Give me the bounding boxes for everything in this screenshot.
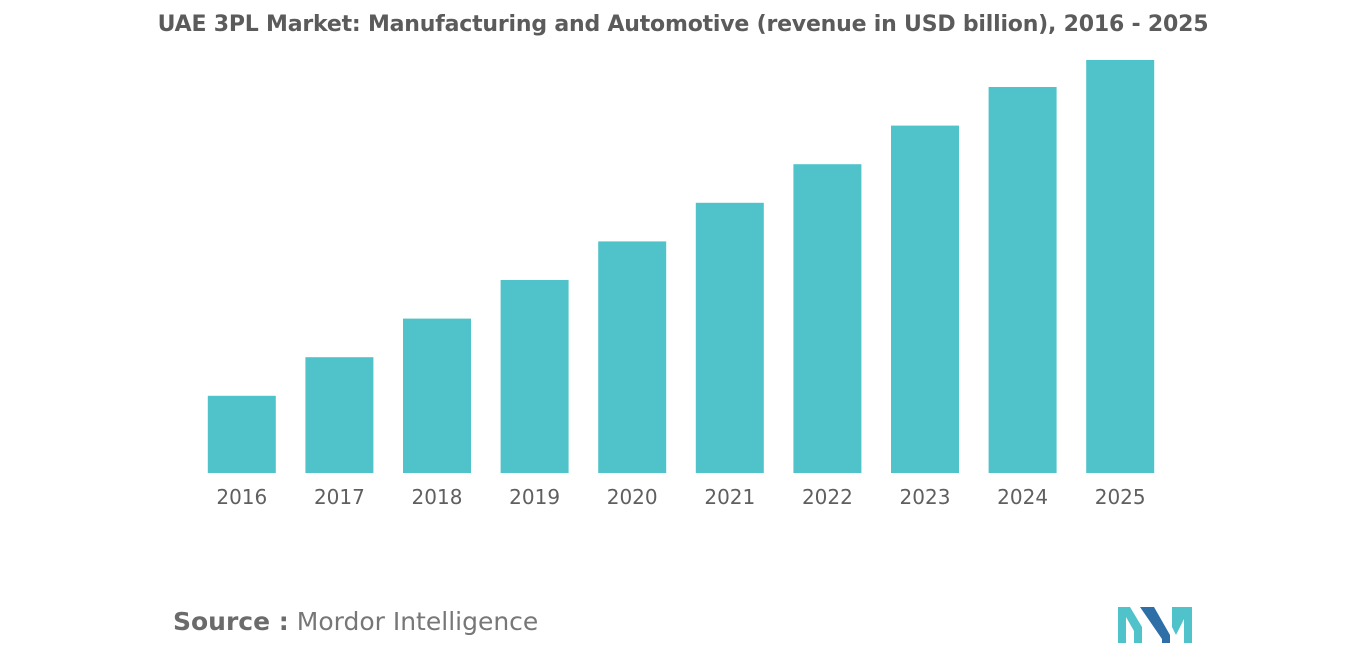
chart-title: UAE 3PL Market: Manufacturing and Automo… [157,12,1209,37]
x-tick-label-2020: 2020 [607,485,658,509]
x-tick-label-2025: 2025 [1095,485,1146,509]
mordor-logo-icon [1118,607,1192,643]
x-tick-label-2016: 2016 [216,485,267,509]
x-tick-labels-group: 2016 2017 2018 2019 2020 2021 2022 2023 2024 2025 [216,485,1145,509]
x-tick-label-2024: 2024 [997,485,1048,509]
x-tick-label-2021: 2021 [704,485,755,509]
x-tick-label-2019: 2019 [509,485,560,509]
bars-group [207,60,1155,474]
bar-2016 [207,395,276,473]
x-tick-label-2018: 2018 [412,485,463,509]
bar-2023 [891,125,959,473]
bar-2017 [305,357,374,473]
source-line: Source : Mordor Intelligence [173,607,538,636]
bar-2018 [403,318,471,473]
logo-shape-middle [1140,607,1170,643]
x-tick-label-2023: 2023 [900,485,951,509]
x-tick-label-2017: 2017 [314,485,365,509]
source-prefix: Source : [173,607,289,636]
logo-shape-right [1172,607,1192,643]
x-tick-label-2022: 2022 [802,485,853,509]
bar-2022 [793,164,862,473]
bar-chart: 2016 2017 2018 2019 2020 2021 2022 2023 2024 2025 [207,60,1155,509]
bar-2025 [1086,60,1155,473]
bar-2024 [988,87,1057,473]
bar-2020 [598,241,667,473]
source-name: Mordor Intelligence [296,607,539,636]
bar-2021 [695,202,764,474]
bar-2019 [500,280,569,473]
logo-shape-left [1118,607,1142,643]
